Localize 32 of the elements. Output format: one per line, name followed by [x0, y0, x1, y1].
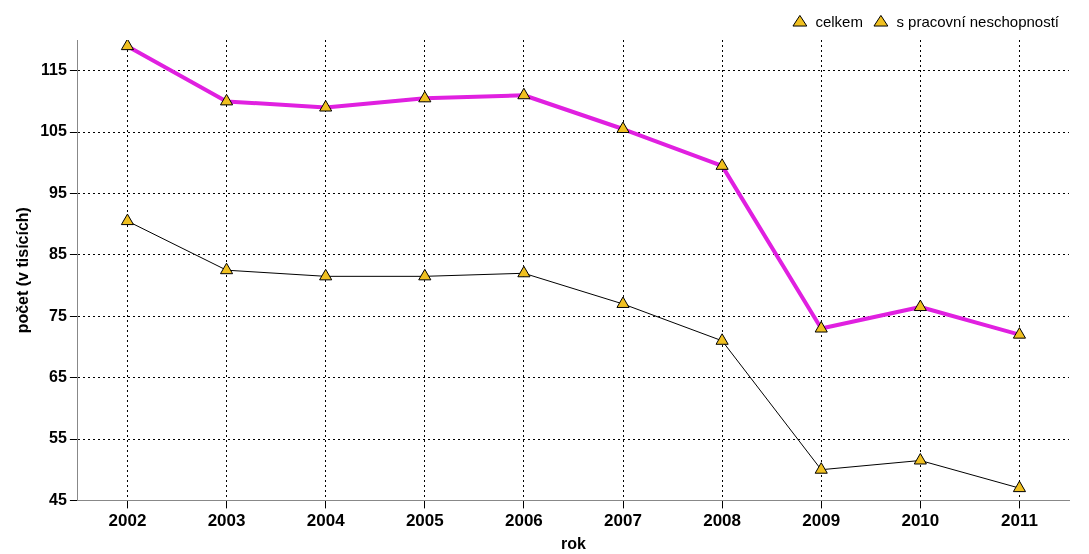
x-tick-label: 2009 — [802, 511, 841, 531]
point — [319, 268, 333, 281]
point — [814, 462, 828, 474]
legend-label: s pracovní neschopností — [896, 12, 1060, 30]
point — [120, 213, 135, 226]
point — [418, 268, 432, 281]
y-tick-label: 75 — [49, 306, 67, 324]
y-tick-label: 95 — [49, 183, 67, 201]
point — [517, 265, 531, 278]
point — [715, 333, 729, 345]
y-tick-label: 85 — [49, 245, 67, 263]
x-tick-label: 2007 — [604, 511, 642, 531]
y-tick-label: 115 — [41, 61, 67, 79]
y-tick-label: 45 — [49, 490, 67, 508]
y-tick-label: 65 — [49, 368, 67, 386]
x-tick-label: 2003 — [207, 511, 246, 531]
x-tick-label: 2006 — [504, 511, 543, 531]
x-tick-label: 2010 — [901, 511, 940, 531]
x-axis-title: rok — [560, 534, 586, 552]
point — [913, 453, 927, 465]
point — [1012, 480, 1027, 493]
x-tick-label: 2005 — [405, 511, 444, 531]
point — [616, 296, 630, 308]
legend-label: celkem — [815, 12, 863, 30]
point — [220, 262, 234, 275]
x-tick-label: 2004 — [306, 511, 346, 531]
x-tick-label: 2011 — [1001, 511, 1038, 531]
y-tick-label: 105 — [40, 122, 67, 140]
y-tick-label: 55 — [49, 429, 67, 447]
x-tick-label: 2002 — [108, 511, 147, 531]
y-axis-title: počet (v tisících) — [14, 207, 32, 334]
x-tick-label: 2008 — [703, 511, 742, 531]
